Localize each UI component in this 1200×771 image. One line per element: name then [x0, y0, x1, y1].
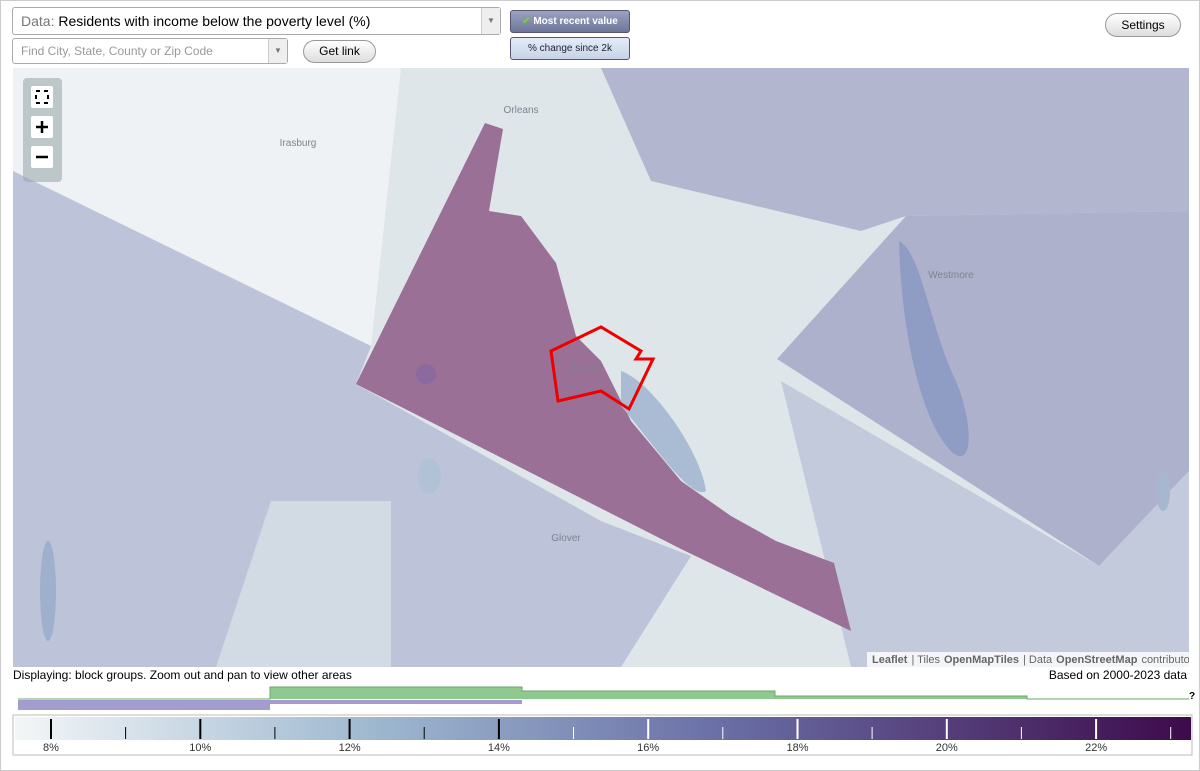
lake	[40, 541, 56, 641]
place-label: Westmore	[928, 270, 974, 281]
area	[777, 211, 1189, 566]
legend-label: 10%	[189, 742, 211, 754]
data-select[interactable]: Data: Residents with income below the po…	[12, 7, 501, 35]
search-placeholder: Find City, State, County or Zip Code	[21, 44, 213, 58]
lake	[1156, 471, 1170, 511]
legend-label: 18%	[786, 742, 808, 754]
data-value: Residents with income below the poverty …	[58, 13, 371, 29]
attribution-part: contributors	[1141, 654, 1189, 666]
lake	[417, 458, 441, 494]
map[interactable]: Orleans Irasburg Barton Westmore Glover Leaf…	[13, 68, 1189, 667]
help[interactable]: ?	[1189, 691, 1195, 702]
histogram-selection	[18, 700, 270, 710]
legend-label: 14%	[488, 742, 510, 754]
select-arrow: ▼	[481, 8, 500, 34]
attribution-part: | Tiles	[911, 654, 940, 666]
legend-label: 16%	[637, 742, 659, 754]
legend-label: 20%	[936, 742, 958, 754]
attribution-part: OpenStreetMap	[1056, 654, 1138, 666]
selected-outline	[549, 325, 656, 412]
displaying-text: Displaying: block groups. Zoom out and p…	[13, 668, 352, 682]
zoom-in-button[interactable]	[31, 116, 53, 138]
change-toggle[interactable]: % change since 2k	[510, 37, 630, 60]
attribution-bg	[867, 652, 1189, 667]
place-label: Orleans	[503, 105, 538, 116]
place-label: Irasburg	[280, 138, 317, 149]
area	[13, 171, 691, 667]
place-label: Glover	[551, 533, 581, 544]
color-scale	[15, 717, 1191, 740]
area	[216, 501, 391, 667]
most-recent-toggle[interactable]: ✔ Most recent value	[510, 10, 630, 33]
histogram-selection	[270, 700, 522, 704]
zoom-out-button[interactable]	[31, 146, 53, 168]
most-recent-label: Most recent value	[533, 16, 618, 27]
legend-label: 8%	[43, 742, 59, 754]
area	[356, 123, 851, 631]
attribution-part: OpenMapTiles	[944, 654, 1019, 666]
fullscreen-button[interactable]	[31, 86, 53, 108]
area	[781, 381, 1189, 667]
histogram-green	[18, 686, 1189, 700]
lake	[899, 241, 969, 457]
lake	[621, 371, 706, 493]
attribution-part: | Data	[1023, 654, 1053, 666]
attribution-part: Leaflet	[872, 654, 908, 666]
legend: ? 8% 10% 12% 14% 16% 18% 20% 22%	[12, 686, 1195, 756]
based-on-text: Based on 2000-2023 data	[1048, 668, 1187, 682]
legend-label: 12%	[339, 742, 361, 754]
place-label: Barton	[570, 363, 599, 374]
attribution: Leaflet | Tiles OpenMapTiles | Data OpenStre…	[872, 654, 1189, 666]
data-prefix: Data:	[21, 13, 55, 29]
search-arrow: ▼	[268, 39, 287, 63]
area	[13, 68, 401, 346]
lake	[416, 364, 436, 384]
area	[561, 68, 1189, 231]
settings-button[interactable]: Settings	[1105, 13, 1181, 37]
search-box[interactable]: Find City, State, County or Zip Code ▼	[12, 38, 288, 64]
get-link-button[interactable]: Get link	[303, 40, 376, 63]
legend-label: 22%	[1085, 742, 1107, 754]
